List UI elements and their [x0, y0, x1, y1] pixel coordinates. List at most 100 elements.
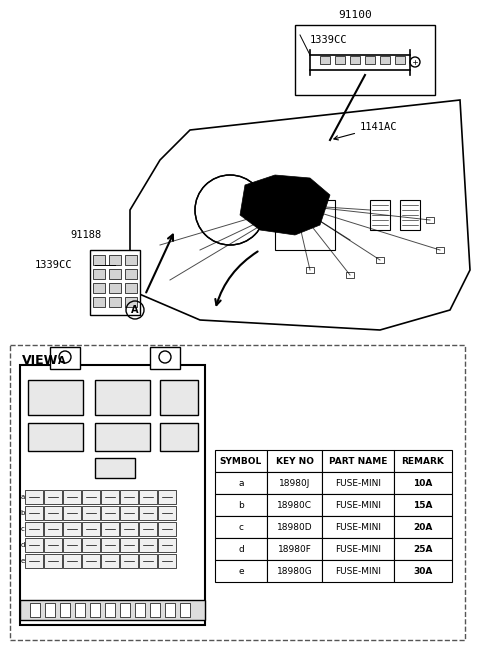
Bar — [25, 506, 43, 520]
Bar — [320, 56, 330, 64]
Text: KEY NO: KEY NO — [276, 457, 313, 466]
Bar — [394, 450, 452, 472]
Bar — [180, 603, 190, 617]
Text: FUSE-MINI: FUSE-MINI — [335, 544, 381, 553]
Bar — [160, 423, 198, 451]
Bar — [82, 554, 100, 568]
Text: 15A: 15A — [413, 500, 433, 510]
Bar — [139, 490, 157, 504]
Bar — [63, 522, 81, 536]
Bar — [215, 472, 267, 494]
Bar — [335, 56, 345, 64]
Bar — [215, 494, 267, 516]
Bar — [267, 450, 322, 472]
Bar — [63, 490, 81, 504]
Bar — [28, 423, 83, 451]
Bar — [63, 506, 81, 520]
Bar — [95, 423, 150, 451]
Bar — [139, 506, 157, 520]
Bar — [267, 538, 322, 560]
Text: d: d — [238, 544, 244, 553]
Text: FUSE-MINI: FUSE-MINI — [335, 479, 381, 487]
Bar — [25, 554, 43, 568]
Bar — [380, 56, 390, 64]
Bar — [394, 494, 452, 516]
Text: e: e — [21, 558, 25, 564]
Bar — [267, 472, 322, 494]
Bar — [395, 56, 405, 64]
Bar — [125, 297, 137, 307]
Bar — [44, 522, 62, 536]
Bar — [120, 538, 138, 552]
Bar — [165, 603, 175, 617]
Bar — [20, 600, 205, 620]
Bar — [215, 516, 267, 538]
Bar — [370, 200, 390, 230]
Bar — [101, 538, 119, 552]
Bar — [60, 603, 70, 617]
Bar — [400, 200, 420, 230]
Bar — [30, 603, 40, 617]
Bar — [158, 554, 176, 568]
Bar — [267, 494, 322, 516]
Bar — [295, 25, 435, 95]
Bar — [82, 490, 100, 504]
Bar — [101, 490, 119, 504]
Bar — [158, 490, 176, 504]
Bar — [125, 283, 137, 293]
Text: 1141AC: 1141AC — [334, 122, 397, 140]
Bar — [394, 516, 452, 538]
Bar — [25, 490, 43, 504]
Bar — [215, 450, 267, 472]
Bar — [44, 554, 62, 568]
Text: c: c — [239, 523, 243, 531]
Bar — [109, 297, 121, 307]
Bar — [82, 522, 100, 536]
Bar — [120, 522, 138, 536]
Bar — [120, 554, 138, 568]
Text: d: d — [21, 542, 25, 548]
Bar — [109, 269, 121, 279]
Text: 10A: 10A — [413, 479, 432, 487]
Text: 91188: 91188 — [70, 230, 101, 240]
Text: FUSE-MINI: FUSE-MINI — [335, 500, 381, 510]
Polygon shape — [240, 175, 330, 235]
Bar — [215, 538, 267, 560]
Bar — [10, 345, 465, 640]
Bar — [436, 247, 444, 253]
Bar — [93, 283, 105, 293]
Bar — [322, 450, 394, 472]
Bar — [50, 347, 80, 369]
Bar — [101, 554, 119, 568]
Bar — [306, 267, 314, 273]
Text: 30A: 30A — [413, 567, 432, 576]
Text: 20A: 20A — [413, 523, 432, 531]
Text: 91100: 91100 — [338, 10, 372, 20]
Bar — [120, 506, 138, 520]
Bar — [267, 560, 322, 582]
Bar — [120, 490, 138, 504]
Text: A: A — [131, 305, 139, 315]
Text: REMARK: REMARK — [402, 457, 444, 466]
Bar — [93, 255, 105, 265]
Bar — [45, 603, 55, 617]
Bar — [93, 269, 105, 279]
Bar — [44, 490, 62, 504]
Bar — [426, 217, 434, 223]
Bar — [394, 472, 452, 494]
Text: VIEW: VIEW — [22, 354, 59, 367]
Bar — [82, 538, 100, 552]
Bar — [125, 269, 137, 279]
Bar — [215, 560, 267, 582]
Text: c: c — [21, 526, 25, 532]
Bar — [109, 255, 121, 265]
Text: 1339CC: 1339CC — [35, 260, 72, 270]
Text: 1339CC: 1339CC — [310, 35, 348, 45]
Text: a: a — [238, 479, 244, 487]
Bar — [105, 603, 115, 617]
Text: 18980C: 18980C — [277, 500, 312, 510]
Bar — [346, 272, 354, 278]
Text: 18980J: 18980J — [279, 479, 310, 487]
Bar — [63, 554, 81, 568]
Bar — [322, 560, 394, 582]
